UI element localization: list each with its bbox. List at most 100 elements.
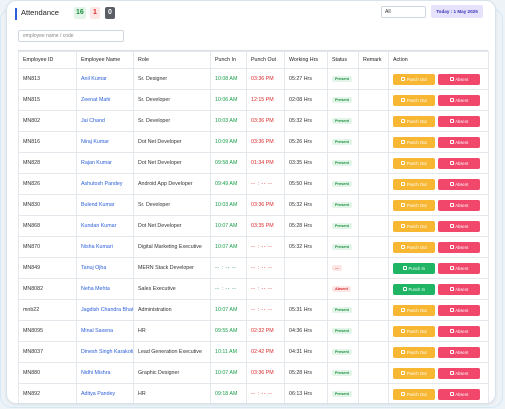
status-cell: Present: [327, 194, 359, 216]
absent-button[interactable]: Absent: [438, 136, 480, 148]
employee-name-link[interactable]: Niraj Kumar: [76, 131, 134, 153]
clock-icon: [401, 329, 406, 333]
employee-name-link[interactable]: Jai Chand: [76, 110, 134, 132]
employee-name-link[interactable]: Nisha Kumari: [76, 236, 134, 258]
absent-button[interactable]: Absent: [438, 283, 480, 295]
employee-name-link[interactable]: Ashutosh Pandey: [76, 173, 134, 195]
absent-button[interactable]: Absent: [438, 73, 480, 85]
absent-button[interactable]: Absent: [438, 199, 480, 211]
status-cell: Present: [327, 362, 359, 384]
punch-out-button[interactable]: Punch Out: [393, 346, 435, 358]
punch-out-cell: 02:42 PM: [246, 341, 285, 363]
punch-in-cell: 10:03 AM: [210, 110, 247, 132]
punch-out-button[interactable]: Punch Out: [393, 388, 435, 400]
col-status: Status: [327, 51, 359, 69]
remark-cell: [358, 89, 389, 111]
absent-button[interactable]: Absent: [438, 157, 480, 169]
absent-button[interactable]: Absent: [438, 262, 480, 274]
table-row: MN8095 Minal Saxena HR 09:55 AM 02:32 PM 04:3…: [18, 320, 489, 342]
punch-out-button[interactable]: Punch Out: [393, 367, 435, 379]
absent-button[interactable]: Absent: [438, 241, 480, 253]
title-accent-bar: [15, 8, 17, 20]
employee-name-link[interactable]: Nidhi Mishra: [76, 362, 134, 384]
role-cell: Android App Developer: [133, 173, 211, 195]
punch-in-button[interactable]: Punch In: [393, 283, 435, 295]
punch-out-button[interactable]: Punch Out: [393, 304, 435, 316]
employee-name-link[interactable]: Jagdish Chandra Bhatt: [76, 299, 134, 321]
absent-button[interactable]: Absent: [438, 178, 480, 190]
punch-in-button[interactable]: Punch In: [393, 262, 435, 274]
col-punch-in: Punch In: [210, 51, 247, 69]
absent-label: Absent: [455, 307, 469, 313]
punch-out-button[interactable]: Punch Out: [393, 325, 435, 337]
action-cell: Punch Out Absent: [388, 194, 489, 216]
employee-id-cell: MN830: [18, 194, 77, 216]
employee-name-link[interactable]: Kundan Kumar: [76, 215, 134, 237]
absent-button[interactable]: Absent: [438, 346, 480, 358]
role-cell: Administration: [133, 299, 211, 321]
employee-name-link[interactable]: Bulend Kumar: [76, 194, 134, 216]
punch-out-button[interactable]: Punch Out: [393, 136, 435, 148]
remark-cell: [358, 278, 389, 300]
working-hrs-cell: 05:28 Hrs: [284, 362, 328, 384]
absent-button[interactable]: Absent: [438, 115, 480, 127]
absent-button[interactable]: Absent: [438, 304, 480, 316]
action-cell: Punch In Absent: [388, 278, 489, 300]
action-cell: Punch In Absent: [388, 257, 489, 279]
role-cell: Dot Net Developer: [133, 152, 211, 174]
table-row: MN8037 Dinesh Singh Karakoti Lead Generati…: [18, 341, 489, 363]
absent-button[interactable]: Absent: [438, 325, 480, 337]
punch-out-label: Punch Out: [406, 349, 427, 355]
employee-name-link[interactable]: Neha Mehta: [76, 278, 134, 300]
punch-out-button[interactable]: Punch Out: [393, 94, 435, 106]
punch-in-label: Punch In: [408, 265, 426, 271]
employee-name-link[interactable]: Minal Saxena: [76, 320, 134, 342]
table-row: MN849 Tanuj Ojha MERN Stack Developer -- : …: [18, 257, 489, 279]
absent-button[interactable]: Absent: [438, 367, 480, 379]
absent-button[interactable]: Absent: [438, 94, 480, 106]
status-badge: Present: [332, 97, 352, 103]
punch-out-button[interactable]: Punch Out: [393, 241, 435, 253]
action-cell: Punch Out Absent: [388, 173, 489, 195]
employee-name-link[interactable]: Dinesh Singh Karakoti: [76, 341, 134, 363]
employee-name-link[interactable]: Tanuj Ojha: [76, 257, 134, 279]
absent-label: Absent: [455, 139, 469, 145]
employee-name-link[interactable]: Aditya Pandey: [76, 383, 134, 403]
employee-search-input[interactable]: [18, 30, 124, 42]
other-count-badge: 0: [105, 7, 115, 19]
action-cell: Punch Out Absent: [388, 131, 489, 153]
punch-out-button[interactable]: Punch Out: [393, 220, 435, 232]
clock-icon: [402, 287, 407, 291]
punch-out-button[interactable]: Punch Out: [393, 115, 435, 127]
punch-out-button[interactable]: Punch Out: [393, 73, 435, 85]
employee-name-link[interactable]: Anil Kumar: [76, 68, 134, 90]
working-hrs-cell: [284, 278, 328, 300]
punch-out-button[interactable]: Punch Out: [393, 178, 435, 190]
absent-button[interactable]: Absent: [438, 220, 480, 232]
employee-name-link[interactable]: Zeenat Mahi: [76, 89, 134, 111]
status-cell: Present: [327, 215, 359, 237]
absent-button[interactable]: Absent: [438, 388, 480, 400]
punch-out-button[interactable]: Punch Out: [393, 157, 435, 169]
punch-out-cell: -- : -- --: [246, 257, 285, 279]
action-cell: Punch Out Absent: [388, 68, 489, 90]
edit-icon: [449, 392, 454, 396]
employee-id-cell: MN826: [18, 173, 77, 195]
punch-out-button[interactable]: Punch Out: [393, 199, 435, 211]
employee-id-cell: MN849: [18, 257, 77, 279]
status-badge: Present: [332, 328, 352, 334]
employee-name-link[interactable]: Rajan Kumar: [76, 152, 134, 174]
punch-out-cell: 03:35 PM: [246, 215, 285, 237]
punch-in-label: Punch In: [408, 286, 426, 292]
table-header-row: Employee ID Employee Name Role Punch In …: [18, 51, 489, 69]
present-count-badge: 16: [74, 7, 86, 19]
punch-out-label: Punch Out: [406, 307, 427, 313]
punch-out-cell: 03:36 PM: [246, 68, 285, 90]
status-filter-select[interactable]: All: [381, 6, 426, 18]
status-cell: Present: [327, 110, 359, 132]
status-badge: Present: [332, 370, 352, 376]
remark-cell: [358, 131, 389, 153]
edit-icon: [449, 308, 454, 312]
table-row: MN868 Kundan Kumar Dot Net Developer 10:07 …: [18, 215, 489, 237]
clock-icon: [401, 371, 406, 375]
